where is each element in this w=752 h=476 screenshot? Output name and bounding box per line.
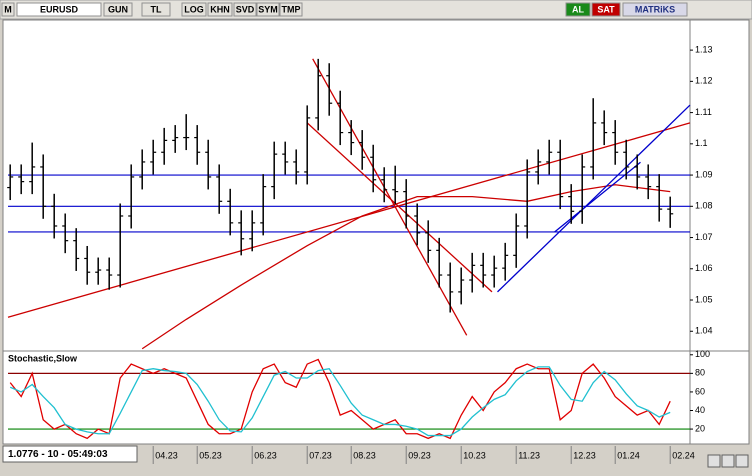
icon-button[interactable] (721, 454, 735, 468)
toolbar-button-label: TL (151, 4, 162, 14)
x-tick-label: 10.23 (463, 450, 486, 460)
x-tick-label: 01.24 (617, 450, 640, 460)
toolbar-button[interactable] (256, 2, 280, 17)
toolbar-button[interactable] (279, 2, 303, 17)
symbol-box-label: EURUSD (40, 4, 79, 14)
x-tick-label: 11.23 (518, 450, 540, 460)
oscillator-line (9, 366, 671, 437)
panel-title: Stochastic,Slow (8, 353, 78, 363)
status-text: 1.0776 - 10 - 05:49:03 (8, 449, 108, 460)
x-tick-label: 05.23 (199, 450, 222, 460)
y-tick-label: 1.08 (695, 201, 713, 211)
toolbar-button-label: SVD (236, 4, 255, 14)
brand-button[interactable] (622, 2, 688, 17)
toolbar-button-label: SYM (258, 4, 278, 14)
toolbar-button[interactable] (207, 2, 233, 17)
sell-button-label: SAT (597, 4, 615, 14)
symbol-box[interactable] (16, 2, 102, 17)
y-tick-label: 20 (695, 423, 705, 433)
icon-button[interactable] (735, 454, 749, 468)
buy-button[interactable] (565, 2, 591, 17)
x-tick-label: 04.23 (155, 450, 178, 460)
y-tick-label: 1.06 (695, 263, 713, 273)
toolbar-button-label: GUN (108, 4, 128, 14)
x-tick-label: 02.24 (672, 450, 695, 460)
trend-line (7, 122, 691, 318)
y-tick-label: 40 (695, 405, 705, 415)
y-tick-label: 60 (695, 386, 705, 396)
oscillator-line (9, 358, 671, 440)
x-tick-label: 12.23 (573, 450, 596, 460)
toolbar-button[interactable] (141, 2, 171, 17)
y-tick-label: 1.13 (695, 44, 713, 54)
toolbar-button-label: KHN (210, 4, 230, 14)
brand-button-label: MATRiKS (635, 4, 675, 14)
toolbar-button-label: TMP (282, 4, 301, 14)
trend-line (312, 58, 468, 336)
menu-button[interactable] (1, 2, 15, 17)
y-tick-label: 100 (695, 349, 710, 359)
y-tick-label: 1.04 (695, 326, 713, 336)
toolbar-button[interactable] (103, 2, 133, 17)
x-tick-label: 07.23 (309, 450, 332, 460)
toolbar-button-label: LOG (184, 4, 204, 14)
status-box (2, 445, 138, 463)
y-tick-label: 1.07 (695, 232, 713, 242)
buy-button-label: AL (572, 4, 584, 14)
x-tick-label: 06.23 (254, 450, 277, 460)
trend-line (141, 184, 671, 350)
x-tick-label: 09.23 (408, 450, 431, 460)
y-tick-label: 1.09 (695, 169, 713, 179)
y-tick-label: 1.05 (695, 294, 713, 304)
trend-line (306, 122, 493, 293)
icon-button[interactable] (707, 454, 721, 468)
menu-button-label: M (4, 4, 12, 14)
y-tick-label: 1.12 (695, 76, 713, 86)
y-tick-label: 1.11 (695, 107, 712, 117)
y-tick-label: 1.1 (695, 138, 708, 148)
trend-line (497, 104, 691, 293)
x-tick-label: 08.23 (353, 450, 376, 460)
y-tick-label: 80 (695, 368, 705, 378)
toolbar-button[interactable] (181, 2, 207, 17)
toolbar-button[interactable] (233, 2, 257, 17)
sell-button[interactable] (591, 2, 621, 17)
